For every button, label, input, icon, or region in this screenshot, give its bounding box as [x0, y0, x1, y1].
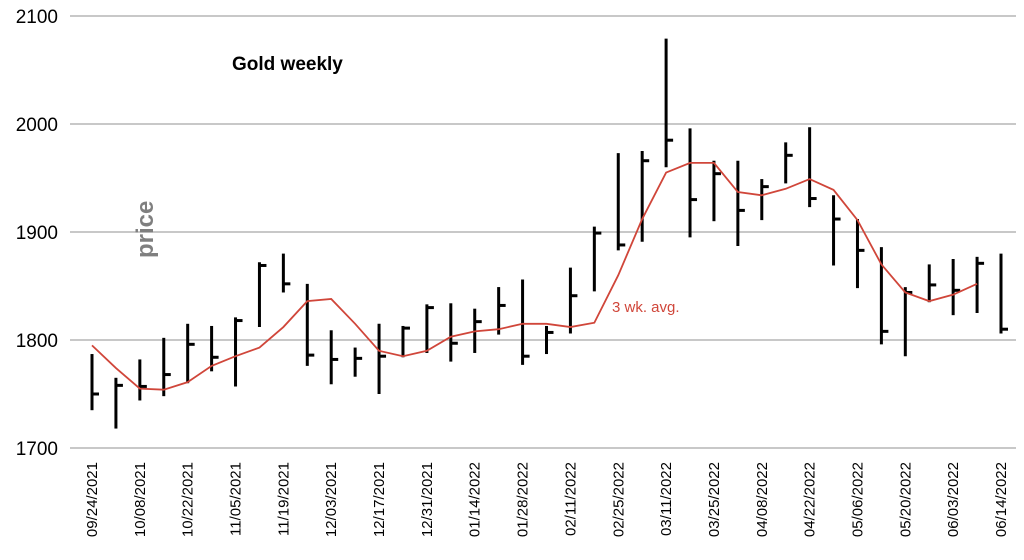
ohlc-bar	[568, 267, 578, 334]
x-tick-label-06/14/2022: 06/14/2022	[993, 462, 1010, 537]
ohlc-bar	[90, 354, 99, 411]
gridlines	[70, 15, 1016, 449]
y-tick-label-1900: 1900	[16, 223, 58, 244]
ohlc-bar	[760, 179, 769, 221]
ohlc-bar	[329, 330, 339, 385]
ohlc-bar	[234, 317, 243, 387]
ohlc-bar	[162, 337, 171, 397]
ohlc-bar	[927, 264, 937, 303]
x-axis-ticks: 09/24/2021 10/08/2021 10/22/2021 11/05/2021…	[84, 462, 1010, 537]
ohlc-bar	[497, 287, 506, 335]
ohlc-bar	[138, 359, 147, 401]
ohlc-bar	[305, 283, 315, 366]
x-tick-label-11/19/2021: 11/19/2021	[275, 462, 292, 536]
ohlc-bar	[401, 325, 410, 358]
moving-average-line	[91, 161, 978, 391]
x-tick-label-06/03/2022: 06/03/2022	[945, 462, 962, 537]
ohlc-bar	[521, 279, 530, 365]
moving-average-label: 3 wk. avg.	[612, 299, 680, 316]
ohlc-bar	[425, 304, 434, 353]
ohlc-bar	[855, 219, 865, 289]
x-tick-label-02/25/2022: 02/25/2022	[610, 462, 627, 537]
ohlc-bar	[616, 153, 626, 251]
x-tick-label-03/11/2022: 03/11/2022	[658, 462, 675, 536]
ohlc-bar	[281, 253, 291, 293]
x-tick-label-02/11/2022: 02/11/2022	[562, 462, 579, 536]
x-tick-label-12/03/2021: 12/03/2021	[323, 462, 340, 537]
ohlc-bars	[90, 38, 1008, 429]
ohlc-bar	[832, 195, 841, 266]
ohlc-bar	[712, 160, 721, 222]
ohlc-bar	[951, 259, 961, 316]
ohlc-bar	[999, 253, 1008, 334]
x-tick-label-12/31/2021: 12/31/2021	[419, 462, 436, 537]
y-axis-label: price	[132, 201, 159, 258]
x-tick-label-10/22/2021: 10/22/2021	[180, 462, 197, 537]
y-tick-label-1700: 1700	[16, 439, 58, 460]
ohlc-bar	[186, 323, 195, 384]
ohlc-bar	[210, 325, 219, 372]
y-tick-label-2100: 2100	[16, 7, 58, 28]
ohlc-bar	[449, 303, 458, 362]
x-tick-label-04/22/2022: 04/22/2022	[802, 462, 819, 537]
x-tick-label-01/14/2022: 01/14/2022	[467, 462, 484, 537]
ohlc-bar	[808, 127, 817, 208]
ohlc-bar	[975, 256, 985, 313]
ohlc-bar	[903, 287, 913, 357]
ohlc-bar	[784, 142, 793, 184]
moving-average	[91, 161, 978, 391]
chart-title: Gold weekly	[232, 54, 343, 75]
x-tick-label-10/08/2021: 10/08/2021	[132, 462, 149, 537]
x-tick-label-05/06/2022: 05/06/2022	[849, 462, 866, 537]
x-tick-label-03/25/2022: 03/25/2022	[706, 462, 723, 537]
x-tick-label-04/08/2022: 04/08/2022	[754, 462, 771, 537]
ohlc-bar	[257, 262, 267, 328]
ohlc-bar	[114, 377, 123, 429]
x-tick-label-09/24/2021: 09/24/2021	[84, 462, 101, 537]
x-tick-label-01/28/2022: 01/28/2022	[515, 462, 532, 537]
ohlc-bar	[545, 325, 554, 355]
ohlc-bar	[688, 128, 698, 238]
ohlc-bar	[879, 247, 889, 345]
ohlc-bar	[377, 323, 387, 394]
y-tick-label-1800: 1800	[16, 331, 58, 352]
ohlc-bar	[736, 160, 745, 247]
x-tick-label-12/17/2021: 12/17/2021	[371, 462, 388, 537]
y-tick-label-2000: 2000	[16, 115, 58, 136]
ohlc-bar	[592, 226, 602, 292]
ohlc-bar	[640, 151, 650, 242]
y-axis-ticks: 1700 1800 1900 2000 2100	[16, 7, 58, 460]
x-tick-label-05/20/2022: 05/20/2022	[897, 462, 914, 537]
ohlc-bar	[353, 347, 363, 377]
ohlc-bar	[664, 38, 674, 168]
x-tick-label-11/05/2021: 11/05/2021	[228, 462, 245, 536]
